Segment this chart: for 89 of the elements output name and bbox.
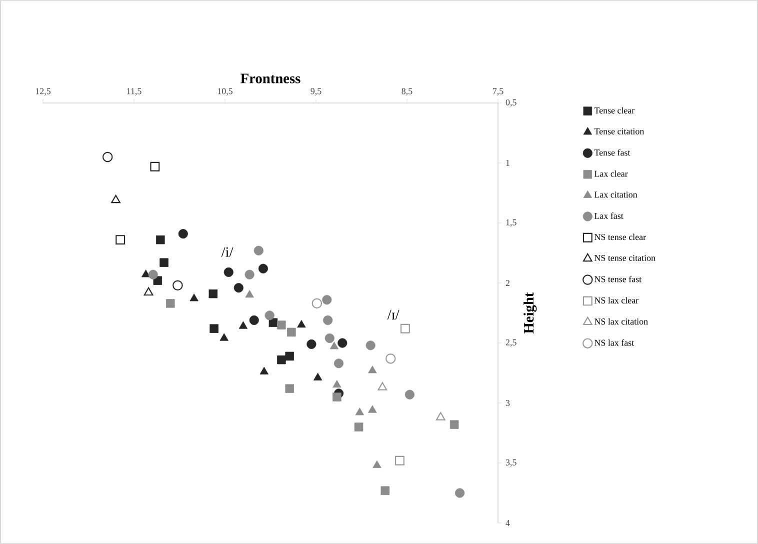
point bbox=[224, 267, 234, 277]
point bbox=[260, 366, 268, 374]
annotation: /ɪ/ bbox=[387, 310, 400, 320]
point bbox=[258, 264, 268, 274]
legend-label: Tense fast bbox=[594, 149, 630, 156]
point bbox=[254, 246, 264, 256]
y-tick-label: 3,5 bbox=[506, 459, 516, 467]
x-tick-label: 10,5 bbox=[218, 88, 232, 96]
y-tick-label: 4 bbox=[506, 520, 510, 526]
legend-label: NS lax citation bbox=[594, 318, 648, 325]
point bbox=[368, 366, 377, 374]
y-tick-label: 1 bbox=[506, 160, 510, 166]
point bbox=[245, 290, 254, 298]
point bbox=[380, 486, 390, 495]
legend-label: Tense clear bbox=[594, 107, 635, 114]
point bbox=[312, 298, 322, 309]
legend-label: Lax citation bbox=[594, 192, 638, 198]
y-tick-label: 1,5 bbox=[506, 219, 516, 227]
x-axis-title: Frontness bbox=[240, 74, 300, 84]
point bbox=[334, 358, 344, 368]
point bbox=[385, 353, 396, 364]
point bbox=[322, 295, 332, 305]
point bbox=[404, 390, 415, 400]
x-tick-label: 8,5 bbox=[402, 88, 412, 96]
x-tick-label: 9,5 bbox=[310, 88, 322, 96]
point bbox=[102, 152, 113, 162]
point bbox=[166, 299, 175, 308]
x-tick-label: 7,5 bbox=[492, 88, 504, 96]
legend-label: Lax clear bbox=[594, 170, 628, 177]
point bbox=[156, 235, 165, 244]
point bbox=[450, 420, 459, 429]
point bbox=[400, 324, 410, 334]
point bbox=[160, 258, 168, 267]
y-axis-title: Height bbox=[524, 292, 537, 334]
point bbox=[330, 342, 339, 350]
point bbox=[268, 318, 278, 327]
annotation: /i/ bbox=[221, 247, 234, 257]
x-tick-label: 12,5 bbox=[36, 88, 50, 96]
y-tick-label: 2 bbox=[506, 280, 510, 286]
point bbox=[436, 412, 446, 420]
point bbox=[287, 328, 296, 337]
legend-label: NS tense clear bbox=[594, 234, 646, 240]
legend-label: Lax fast bbox=[594, 212, 624, 219]
point bbox=[355, 408, 364, 416]
y-tick-label: 3 bbox=[506, 400, 510, 406]
point bbox=[111, 194, 120, 204]
point bbox=[313, 372, 322, 380]
point bbox=[264, 310, 274, 320]
point bbox=[332, 392, 342, 402]
x-tick-label: 11,5 bbox=[127, 88, 142, 96]
legend-label: Tense citation bbox=[594, 128, 644, 134]
y-tick-label: 0,5 bbox=[506, 99, 516, 107]
point bbox=[172, 280, 183, 291]
point bbox=[454, 488, 465, 498]
point bbox=[141, 270, 150, 278]
point bbox=[249, 315, 259, 325]
point bbox=[178, 229, 188, 239]
point bbox=[148, 270, 158, 280]
point bbox=[277, 320, 286, 330]
point bbox=[354, 422, 364, 432]
point bbox=[366, 340, 376, 350]
point bbox=[190, 294, 198, 302]
point bbox=[277, 355, 286, 364]
point bbox=[332, 380, 342, 388]
point bbox=[210, 324, 218, 333]
legend-label: NS lax clear bbox=[594, 297, 638, 304]
legend-label: NS lax fast bbox=[594, 339, 634, 346]
point bbox=[238, 321, 248, 329]
point bbox=[378, 382, 388, 390]
y-tick-label: 2,5 bbox=[506, 339, 516, 347]
point bbox=[285, 352, 294, 361]
point bbox=[372, 460, 382, 468]
point bbox=[338, 338, 348, 348]
point bbox=[323, 315, 333, 325]
point bbox=[116, 235, 126, 245]
point bbox=[394, 456, 404, 466]
point bbox=[306, 339, 316, 349]
point bbox=[150, 162, 160, 172]
point bbox=[368, 405, 377, 413]
point bbox=[244, 270, 254, 280]
point bbox=[144, 287, 154, 296]
point bbox=[220, 333, 228, 341]
point bbox=[324, 333, 334, 343]
point bbox=[297, 320, 306, 328]
legend-label: NS tense fast bbox=[594, 276, 642, 282]
point bbox=[285, 384, 294, 393]
point bbox=[234, 283, 244, 293]
legend-label: NS tense citation bbox=[594, 254, 656, 261]
point bbox=[208, 289, 218, 298]
